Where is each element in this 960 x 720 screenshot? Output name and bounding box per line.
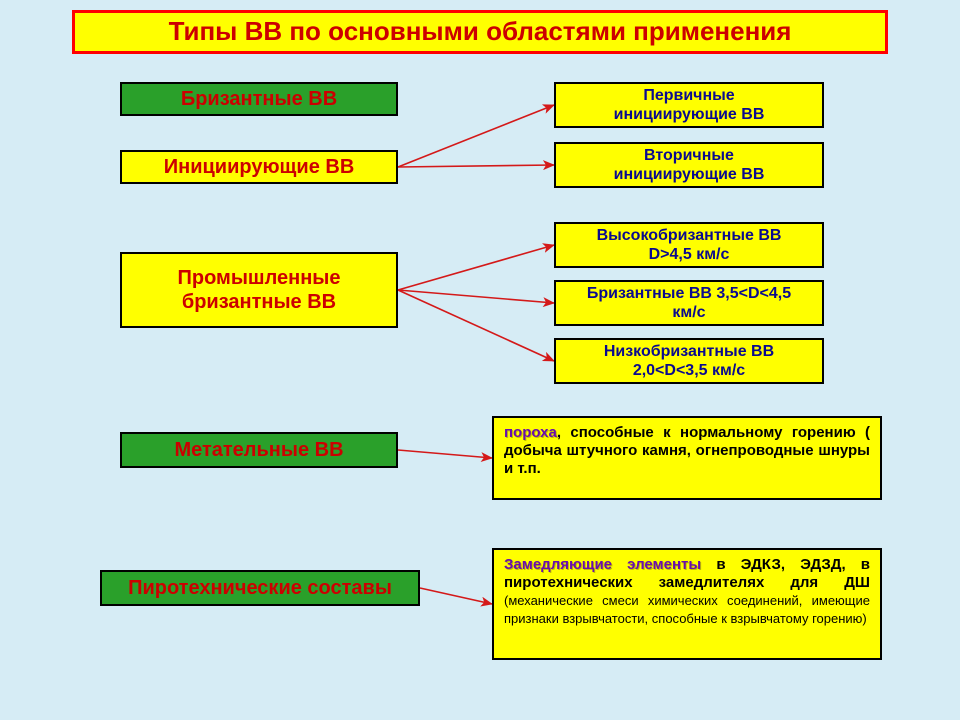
child-label: Низкобризантные ВВ 2,0<D<3,5 км/с (604, 342, 774, 380)
arrow-initiating-to-primary (398, 105, 554, 167)
child-label: Бризантные ВВ 3,5<D<4,5 км/с (587, 284, 791, 322)
category-label: Метательные ВВ (174, 438, 343, 462)
arrow-propellant-to-propellant-desc (398, 450, 492, 458)
category-label: Промышленные бризантные ВВ (177, 266, 340, 314)
category-box-initiating: Инициирующие ВВ (120, 150, 398, 184)
child-box-primary: Первичные инициирующие ВВ (554, 82, 824, 128)
arrow-initiating-to-secondary (398, 165, 554, 167)
desc-box-propellant-desc: пороха, способные к нормальному горению … (492, 416, 882, 500)
diagram-title: Типы ВВ по основными областями применени… (72, 10, 888, 54)
arrow-industrial-to-medbriz (398, 290, 554, 303)
child-label: Высокобризантные ВВ D>4,5 км/с (597, 226, 782, 264)
category-box-propellant: Метательные ВВ (120, 432, 398, 468)
child-box-lowbriz: Низкобризантные ВВ 2,0<D<3,5 км/с (554, 338, 824, 384)
category-label: Инициирующие ВВ (164, 155, 355, 179)
desc-small-rest: (механические смеси химических соединени… (504, 593, 870, 626)
desc-lead-word: пороха (504, 424, 557, 441)
child-box-highbriz: Высокобризантные ВВ D>4,5 км/с (554, 222, 824, 268)
child-box-secondary: Вторичные инициирующие ВВ (554, 142, 824, 188)
arrow-industrial-to-highbriz (398, 245, 554, 290)
category-box-pyrotechnic: Пиротехнические составы (100, 570, 420, 606)
arrow-pyrotechnic-to-pyrotechnic-desc (420, 588, 492, 604)
category-box-brizantnye: Бризантные ВВ (120, 82, 398, 116)
diagram-title-text: Типы ВВ по основными областями применени… (169, 16, 792, 47)
desc-rest: , способные к нормальному горению ( добы… (504, 424, 870, 477)
arrow-industrial-to-lowbriz (398, 290, 554, 361)
child-label: Первичные инициирующие ВВ (614, 86, 765, 124)
category-label: Пиротехнические составы (128, 576, 392, 600)
diagram-canvas: Типы ВВ по основными областями применени… (0, 0, 960, 720)
desc-box-pyrotechnic-desc: Замедляющие элементы в ЭДКЗ, ЭДЗД, в пир… (492, 548, 882, 660)
child-box-medbriz: Бризантные ВВ 3,5<D<4,5 км/с (554, 280, 824, 326)
category-label: Бризантные ВВ (181, 87, 337, 111)
child-label: Вторичные инициирующие ВВ (614, 146, 765, 184)
desc-lead-phrase: Замедляющие элементы (504, 556, 701, 573)
category-box-industrial: Промышленные бризантные ВВ (120, 252, 398, 328)
